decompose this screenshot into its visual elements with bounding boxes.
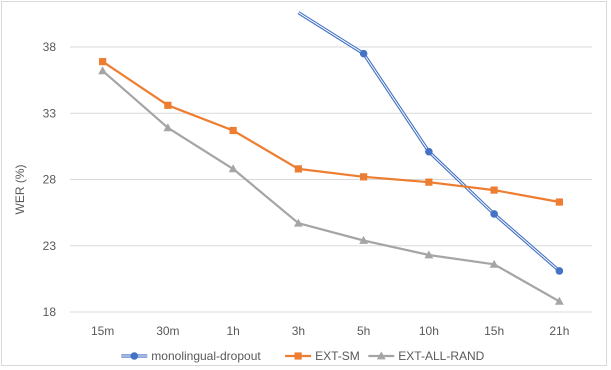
legend-item: monolingual-dropout bbox=[121, 349, 261, 363]
y-axis-label: WER (%) bbox=[13, 165, 27, 215]
y-tick-label: 38 bbox=[43, 40, 57, 54]
x-tick-label: 15h bbox=[484, 324, 504, 338]
data-point bbox=[163, 123, 173, 132]
y-tick-label: 23 bbox=[43, 239, 57, 253]
series-EXT-SM bbox=[99, 57, 563, 206]
data-point bbox=[293, 218, 303, 227]
data-point bbox=[489, 259, 499, 268]
x-tick-label: 1h bbox=[226, 324, 239, 338]
data-point bbox=[228, 164, 238, 173]
legend-marker bbox=[294, 352, 302, 360]
series-layer bbox=[98, 11, 564, 305]
data-point bbox=[359, 49, 368, 58]
gridlines bbox=[70, 46, 592, 313]
legend-marker bbox=[130, 352, 139, 360]
series-line-core bbox=[298, 12, 560, 272]
y-axis-ticks: 18 23 28 33 38 bbox=[43, 40, 57, 319]
x-tick-label: 5h bbox=[357, 324, 370, 338]
chart-container: 18 23 28 33 38 15m 30m 1h 3h 5h 10h 15h 21h WER (%)… bbox=[1, 1, 607, 366]
legend-marker bbox=[376, 351, 386, 360]
data-point bbox=[425, 178, 433, 186]
data-point bbox=[229, 126, 237, 135]
legend-item: EXT-ALL-RAND bbox=[368, 349, 485, 363]
series-line bbox=[101, 60, 560, 204]
y-tick-label: 33 bbox=[43, 106, 57, 120]
x-axis-ticks: 15m 30m 1h 3h 5h 10h 15h 21h bbox=[91, 324, 569, 338]
x-tick-label: 21h bbox=[549, 324, 569, 338]
legend-item: EXT-SM bbox=[285, 349, 360, 363]
data-point bbox=[294, 165, 302, 173]
data-point bbox=[490, 210, 498, 218]
x-tick-label: 10h bbox=[419, 324, 439, 338]
series-monolingual-dropout bbox=[297, 11, 564, 275]
line-chart: 18 23 28 33 38 15m 30m 1h 3h 5h 10h 15h 21h WER (%)… bbox=[13, 11, 592, 363]
data-point bbox=[359, 235, 369, 244]
x-tick-label: 3h bbox=[292, 324, 305, 338]
legend: monolingual-dropout EXT-SM EXT-ALL-RAND bbox=[121, 349, 485, 363]
data-point bbox=[360, 173, 368, 181]
data-point bbox=[555, 267, 564, 275]
legend-label: EXT-SM bbox=[315, 349, 360, 363]
data-point bbox=[554, 296, 564, 305]
x-tick-label: 15m bbox=[91, 324, 114, 338]
data-point bbox=[99, 57, 107, 66]
data-point bbox=[555, 198, 563, 206]
data-point bbox=[490, 186, 498, 194]
data-point bbox=[98, 66, 108, 75]
legend-label: monolingual-dropout bbox=[151, 349, 261, 363]
series-EXT-ALL-RAND bbox=[98, 66, 564, 305]
y-tick-label: 28 bbox=[43, 173, 57, 187]
series-line bbox=[101, 69, 560, 303]
y-tick-label: 18 bbox=[43, 305, 57, 319]
data-point bbox=[424, 250, 434, 259]
legend-label: EXT-ALL-RAND bbox=[398, 349, 484, 363]
series-line-outline bbox=[297, 11, 561, 273]
data-point bbox=[425, 147, 433, 156]
data-point bbox=[164, 101, 172, 109]
x-tick-label: 30m bbox=[156, 324, 179, 338]
